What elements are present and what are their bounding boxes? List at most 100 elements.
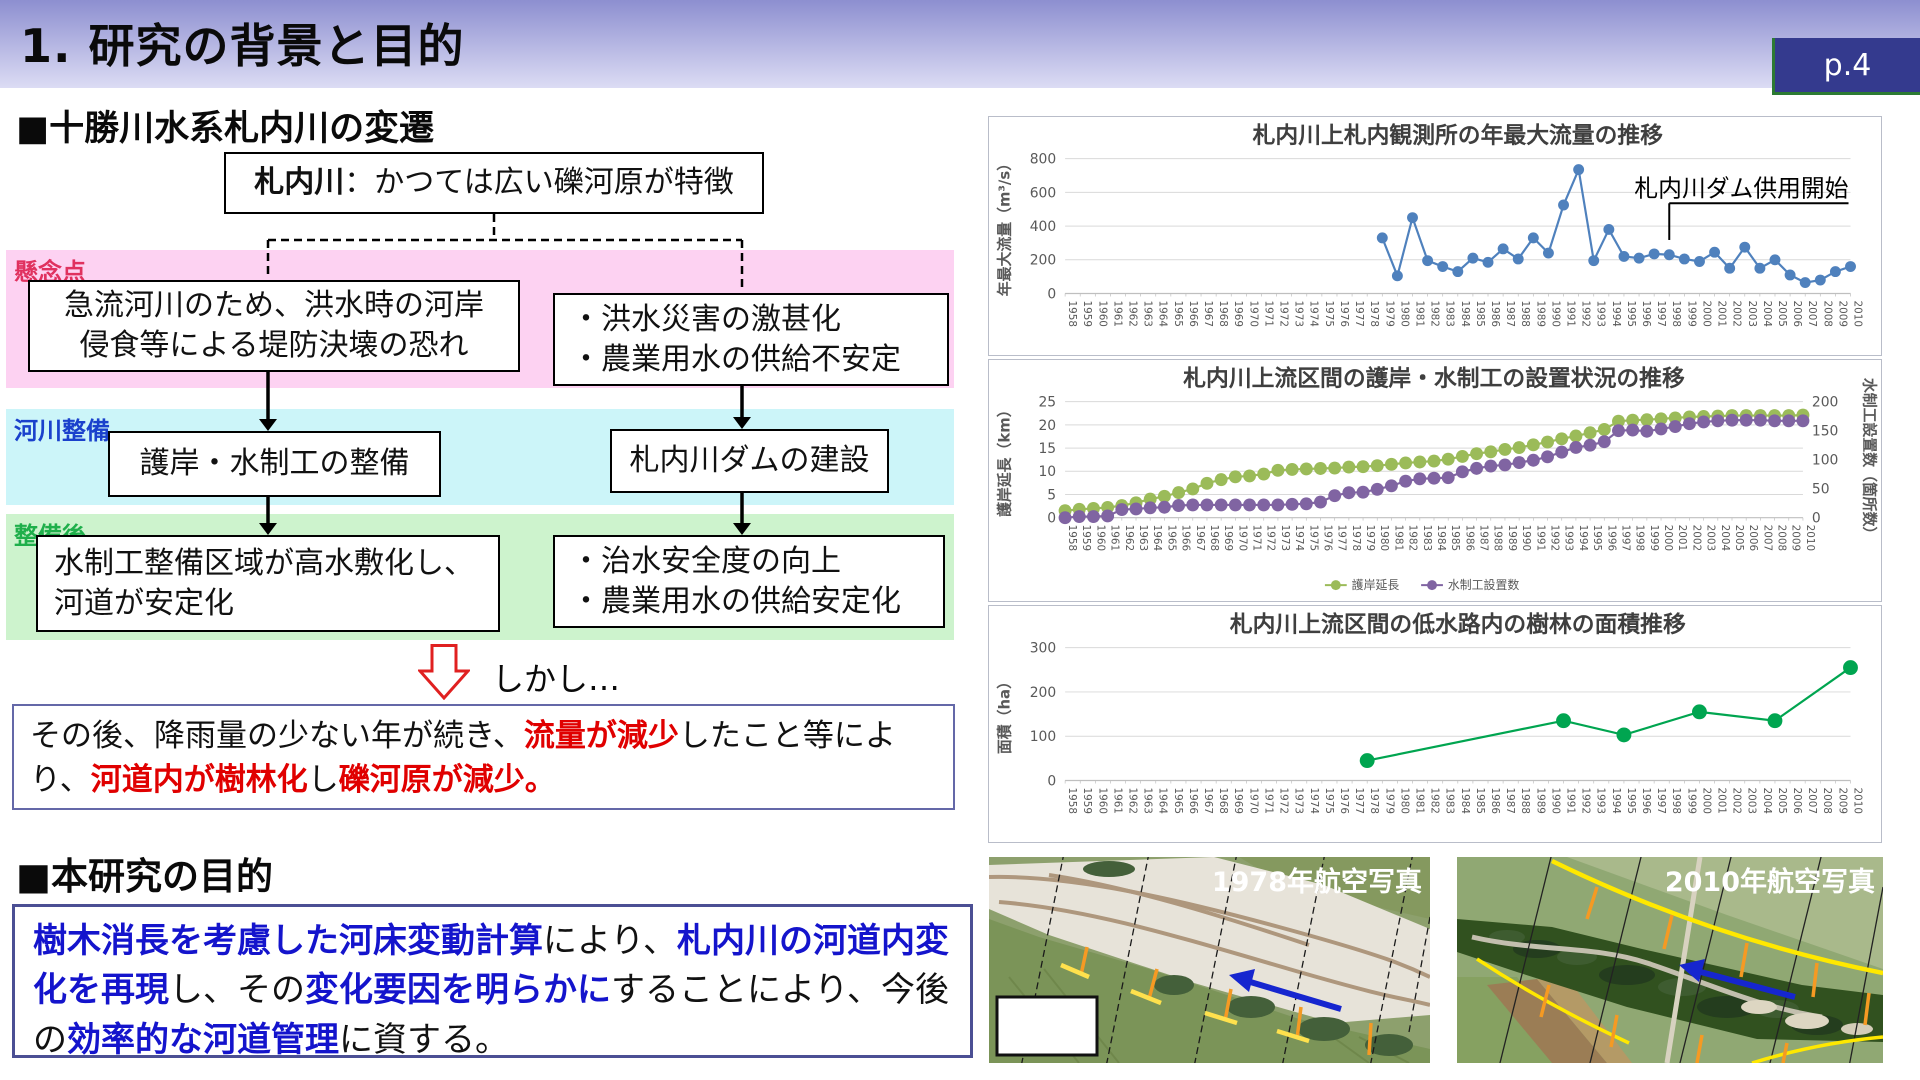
- svg-text:1994: 1994: [1610, 300, 1622, 327]
- svg-text:1991: 1991: [1534, 525, 1546, 551]
- svg-text:1958: 1958: [1066, 525, 1078, 551]
- flow-box-improvement-left: 護岸・水制工の整備: [108, 431, 441, 497]
- svg-text:1987: 1987: [1478, 525, 1490, 551]
- survey-transect-lines: [1021, 857, 1430, 1063]
- svg-text:2003: 2003: [1746, 300, 1758, 326]
- svg-text:1978: 1978: [1368, 300, 1380, 326]
- slide-title-bar: [0, 0, 1920, 88]
- groyne-markers: [1539, 886, 1871, 1063]
- svg-text:1999: 1999: [1685, 300, 1697, 326]
- svg-text:1994: 1994: [1577, 525, 1589, 552]
- svg-text:1974: 1974: [1308, 300, 1320, 327]
- svg-text:1998: 1998: [1670, 300, 1682, 326]
- svg-text:150: 150: [1812, 424, 1838, 440]
- svg-text:1970: 1970: [1247, 300, 1259, 326]
- svg-text:1966: 1966: [1187, 787, 1199, 813]
- svg-text:1982: 1982: [1407, 525, 1419, 551]
- svg-text:2004: 2004: [1719, 525, 1731, 552]
- svg-text:1991: 1991: [1565, 300, 1577, 326]
- svg-text:1997: 1997: [1655, 787, 1667, 813]
- revetment-markers: [1060, 962, 1310, 1044]
- svg-text:1985: 1985: [1474, 787, 1486, 813]
- svg-text:20: 20: [1038, 418, 1056, 434]
- svg-text:0: 0: [1047, 773, 1056, 789]
- svg-text:2002: 2002: [1731, 300, 1743, 326]
- svg-text:1986: 1986: [1489, 787, 1501, 813]
- svg-text:2010: 2010: [1851, 300, 1863, 326]
- svg-text:1991: 1991: [1564, 787, 1576, 813]
- svg-text:1965: 1965: [1172, 787, 1184, 813]
- svg-text:1976: 1976: [1338, 787, 1350, 813]
- flow-box-improvement-right: 札内川ダムの建設: [610, 429, 889, 493]
- svg-text:1959: 1959: [1081, 300, 1093, 326]
- svg-text:800: 800: [1030, 152, 1056, 168]
- svg-text:札内川上札内観測所の年最大流量の推移: 札内川上札内観測所の年最大流量の推移: [1252, 122, 1664, 149]
- groyne-markers: [1079, 946, 1373, 1056]
- svg-text:1997: 1997: [1655, 300, 1667, 326]
- svg-text:面積（ha）: 面積（ha）: [996, 674, 1014, 754]
- svg-text:1965: 1965: [1172, 300, 1184, 326]
- svg-text:1990: 1990: [1549, 787, 1561, 813]
- svg-text:1964: 1964: [1151, 525, 1163, 552]
- svg-text:水制工設置数: 水制工設置数: [1448, 578, 1519, 592]
- svg-text:1992: 1992: [1580, 300, 1592, 326]
- svg-text:1984: 1984: [1459, 300, 1471, 327]
- svg-text:2003: 2003: [1705, 525, 1717, 551]
- svg-text:1969: 1969: [1222, 525, 1234, 551]
- svg-text:1998: 1998: [1634, 525, 1646, 551]
- flow-direction-arrow: [1679, 959, 1796, 1000]
- photo-legend-box: [995, 995, 1099, 1057]
- svg-text:1970: 1970: [1247, 787, 1259, 813]
- svg-text:1981: 1981: [1413, 787, 1425, 813]
- svg-text:1995: 1995: [1591, 525, 1603, 551]
- svg-text:1961: 1961: [1111, 787, 1123, 813]
- svg-text:2004: 2004: [1761, 787, 1773, 814]
- svg-text:600: 600: [1030, 185, 1056, 201]
- svg-text:1987: 1987: [1504, 787, 1516, 813]
- svg-text:1966: 1966: [1180, 525, 1192, 551]
- page-title: 1. 研究の背景と目的: [20, 19, 465, 73]
- flow-box-sakunai-intro: 札内川 ：かつては広い礫河原が特徴: [224, 152, 764, 214]
- svg-text:1996: 1996: [1640, 300, 1652, 326]
- svg-text:1976: 1976: [1338, 300, 1350, 326]
- svg-text:1971: 1971: [1251, 525, 1263, 551]
- svg-text:1962: 1962: [1123, 525, 1135, 551]
- flow-box-concern-right: ・洪水災害の激甚化 ・農業用水の供給不安定: [553, 293, 949, 386]
- svg-text:2001: 2001: [1716, 787, 1728, 813]
- svg-text:200: 200: [1030, 685, 1056, 701]
- chart-panel-revetment: 0 5 10 15 20 25 0 50 100 150 200 1958 1959 1960 1961 19…: [988, 359, 1882, 602]
- svg-text:2006: 2006: [1791, 300, 1803, 326]
- svg-text:2008: 2008: [1821, 300, 1833, 326]
- svg-text:1962: 1962: [1127, 787, 1139, 813]
- svg-text:1974: 1974: [1293, 525, 1305, 552]
- svg-text:1983: 1983: [1444, 787, 1456, 813]
- svg-text:1993: 1993: [1595, 787, 1607, 813]
- svg-text:1961: 1961: [1111, 300, 1123, 326]
- svg-text:1972: 1972: [1265, 525, 1277, 551]
- svg-text:1975: 1975: [1323, 787, 1335, 813]
- svg-text:1977: 1977: [1353, 300, 1365, 326]
- svg-text:1980: 1980: [1398, 300, 1410, 326]
- svg-text:2007: 2007: [1806, 300, 1818, 326]
- band-improvement-label: 河川整備: [14, 417, 110, 445]
- svg-text:水制工設置数（箇所数）: 水制工設置数（箇所数）: [1860, 378, 1878, 541]
- svg-text:1963: 1963: [1137, 525, 1149, 551]
- chart-panel-forest-area: 0 100 200 300 1958 1959 1960 1961 1962 1963 1964 19…: [988, 605, 1882, 843]
- flow-arrow-lines: [266, 372, 744, 524]
- svg-text:5: 5: [1047, 487, 1056, 503]
- svg-text:1992: 1992: [1580, 787, 1592, 813]
- svg-text:1967: 1967: [1202, 300, 1214, 326]
- photo-label-2010: 2010年航空写真: [1665, 866, 1875, 898]
- flowchart-connectors: [259, 214, 751, 535]
- svg-text:1989: 1989: [1506, 525, 1518, 551]
- svg-text:1989: 1989: [1534, 787, 1546, 813]
- svg-text:1980: 1980: [1398, 787, 1410, 813]
- flow-box-after-right: ・治水安全度の向上 ・農業用水の供給安定化: [553, 535, 945, 628]
- svg-text:1965: 1965: [1165, 525, 1177, 551]
- svg-text:1984: 1984: [1459, 787, 1471, 814]
- svg-text:1984: 1984: [1435, 525, 1447, 552]
- svg-text:0: 0: [1047, 511, 1056, 527]
- svg-text:2010: 2010: [1851, 787, 1863, 813]
